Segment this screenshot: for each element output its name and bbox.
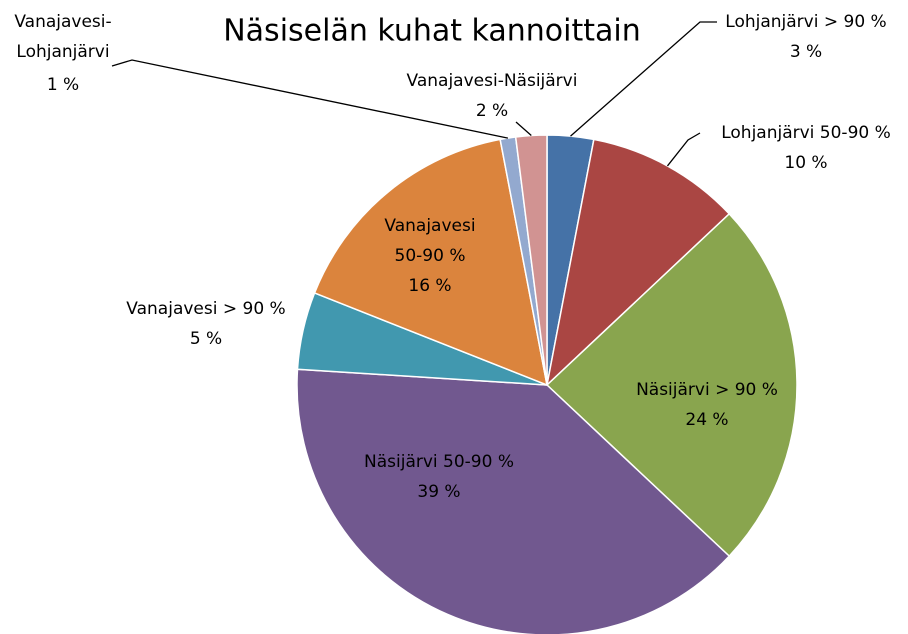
slice-value-label: 10 % bbox=[784, 153, 827, 173]
slice-label: Näsijärvi 50-90 % bbox=[364, 452, 514, 472]
slice-label: Lohjanjärvi 50-90 % bbox=[721, 123, 891, 143]
pie-slice bbox=[514, 134, 548, 386]
slice-value-label: 3 % bbox=[790, 42, 822, 62]
slice-label: Lohjanjärvi > 90 % bbox=[725, 12, 886, 32]
slice-value-label: 2 % bbox=[476, 101, 508, 121]
slice-value-label: 1 % bbox=[47, 75, 79, 95]
slice-value-label: 24 % bbox=[685, 410, 728, 430]
leader-line bbox=[111, 59, 509, 139]
leader-line bbox=[515, 121, 532, 136]
slice-value-label: 16 % bbox=[408, 276, 451, 296]
chart-title: Näsiselän kuhat kannoittain bbox=[223, 14, 641, 49]
slice-label: Vanajavesi-Näsijärvi bbox=[407, 71, 578, 91]
pie-slice bbox=[296, 368, 731, 634]
pie-slice bbox=[545, 212, 798, 558]
slice-label: Vanajavesi-Lohjanjärvi bbox=[14, 12, 111, 62]
slice-label: Vanajavesi > 90 % bbox=[126, 299, 285, 319]
slice-label: Näsijärvi > 90 % bbox=[636, 380, 778, 400]
leader-line bbox=[570, 21, 717, 137]
pie-slice bbox=[313, 138, 548, 387]
slice-label: Vanajavesi 50-90 % bbox=[384, 216, 475, 266]
leader-line bbox=[666, 132, 701, 167]
slice-value-label: 5 % bbox=[190, 329, 222, 349]
slice-value-label: 39 % bbox=[417, 482, 460, 502]
